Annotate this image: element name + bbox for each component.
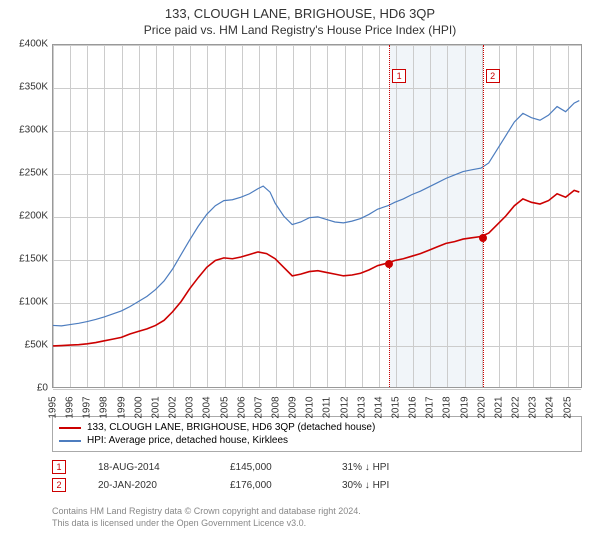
event-marker: 2 xyxy=(486,69,500,83)
y-tick-label: £100K xyxy=(19,297,48,308)
event-marker: 1 xyxy=(392,69,406,83)
legend: 133, CLOUGH LANE, BRIGHOUSE, HD6 3QP (de… xyxy=(52,416,582,452)
x-tick-label: 1997 xyxy=(82,396,93,418)
event-price: £176,000 xyxy=(230,480,310,491)
event-line xyxy=(483,45,484,387)
x-tick-label: 2021 xyxy=(494,396,505,418)
page-title: 133, CLOUGH LANE, BRIGHOUSE, HD6 3QP xyxy=(0,0,600,21)
y-tick-label: £0 xyxy=(37,383,48,394)
x-tick-label: 2014 xyxy=(374,396,385,418)
event-delta: 30% ↓ HPI xyxy=(342,480,389,491)
x-tick-label: 1996 xyxy=(65,396,76,418)
event-dot xyxy=(479,234,487,242)
y-tick-label: £250K xyxy=(19,168,48,179)
footer-line2: This data is licensed under the Open Gov… xyxy=(52,518,361,530)
x-tick-label: 2018 xyxy=(442,396,453,418)
y-tick-label: £200K xyxy=(19,211,48,222)
y-tick-label: £350K xyxy=(19,82,48,93)
x-tick-label: 2020 xyxy=(476,396,487,418)
series-property xyxy=(53,190,579,346)
legend-swatch xyxy=(59,440,81,442)
event-date: 18-AUG-2014 xyxy=(98,462,198,473)
x-tick-label: 2024 xyxy=(545,396,556,418)
footer-line1: Contains HM Land Registry data © Crown c… xyxy=(52,506,361,518)
events-table: 1 18-AUG-2014 £145,000 31% ↓ HPI 2 20-JAN-202… xyxy=(52,458,389,494)
chart-area: 12 xyxy=(52,44,582,388)
x-tick-label: 2022 xyxy=(511,396,522,418)
x-tick-label: 2025 xyxy=(562,396,573,418)
x-tick-label: 1998 xyxy=(99,396,110,418)
x-tick-label: 2000 xyxy=(133,396,144,418)
event-row: 2 20-JAN-2020 £176,000 30% ↓ HPI xyxy=(52,476,389,494)
event-price: £145,000 xyxy=(230,462,310,473)
y-tick-label: £300K xyxy=(19,125,48,136)
grid-h xyxy=(53,389,581,390)
chart-lines xyxy=(53,45,581,387)
legend-label: HPI: Average price, detached house, Kirk… xyxy=(87,435,288,446)
legend-row: HPI: Average price, detached house, Kirk… xyxy=(59,434,575,447)
x-tick-label: 2002 xyxy=(168,396,179,418)
x-tick-label: 2009 xyxy=(288,396,299,418)
footer: Contains HM Land Registry data © Crown c… xyxy=(52,506,361,529)
x-tick-label: 2015 xyxy=(391,396,402,418)
event-date: 20-JAN-2020 xyxy=(98,480,198,491)
x-tick-label: 2006 xyxy=(236,396,247,418)
x-tick-label: 1995 xyxy=(48,396,59,418)
legend-row: 133, CLOUGH LANE, BRIGHOUSE, HD6 3QP (de… xyxy=(59,421,575,434)
x-tick-label: 2012 xyxy=(339,396,350,418)
x-tick-label: 2007 xyxy=(253,396,264,418)
series-hpi xyxy=(53,101,579,326)
legend-label: 133, CLOUGH LANE, BRIGHOUSE, HD6 3QP (de… xyxy=(87,422,375,433)
y-tick-label: £50K xyxy=(25,340,48,351)
x-tick-label: 2008 xyxy=(271,396,282,418)
x-tick-label: 2011 xyxy=(322,397,333,419)
x-tick-label: 2001 xyxy=(151,396,162,418)
x-tick-label: 1999 xyxy=(116,396,127,418)
event-line xyxy=(389,45,390,387)
x-tick-label: 2010 xyxy=(305,396,316,418)
event-delta: 31% ↓ HPI xyxy=(342,462,389,473)
event-num-box: 2 xyxy=(52,478,66,492)
event-row: 1 18-AUG-2014 £145,000 31% ↓ HPI xyxy=(52,458,389,476)
x-tick-label: 2017 xyxy=(425,396,436,418)
y-tick-label: £400K xyxy=(19,39,48,50)
x-tick-label: 2005 xyxy=(219,396,230,418)
event-dot xyxy=(385,260,393,268)
x-tick-label: 2019 xyxy=(459,396,470,418)
x-tick-label: 2023 xyxy=(528,396,539,418)
event-num-box: 1 xyxy=(52,460,66,474)
page-subtitle: Price paid vs. HM Land Registry's House … xyxy=(0,21,600,37)
x-tick-label: 2016 xyxy=(408,396,419,418)
x-tick-label: 2013 xyxy=(356,396,367,418)
y-tick-label: £150K xyxy=(19,254,48,265)
x-tick-label: 2004 xyxy=(202,396,213,418)
legend-swatch xyxy=(59,427,81,429)
x-tick-label: 2003 xyxy=(185,396,196,418)
